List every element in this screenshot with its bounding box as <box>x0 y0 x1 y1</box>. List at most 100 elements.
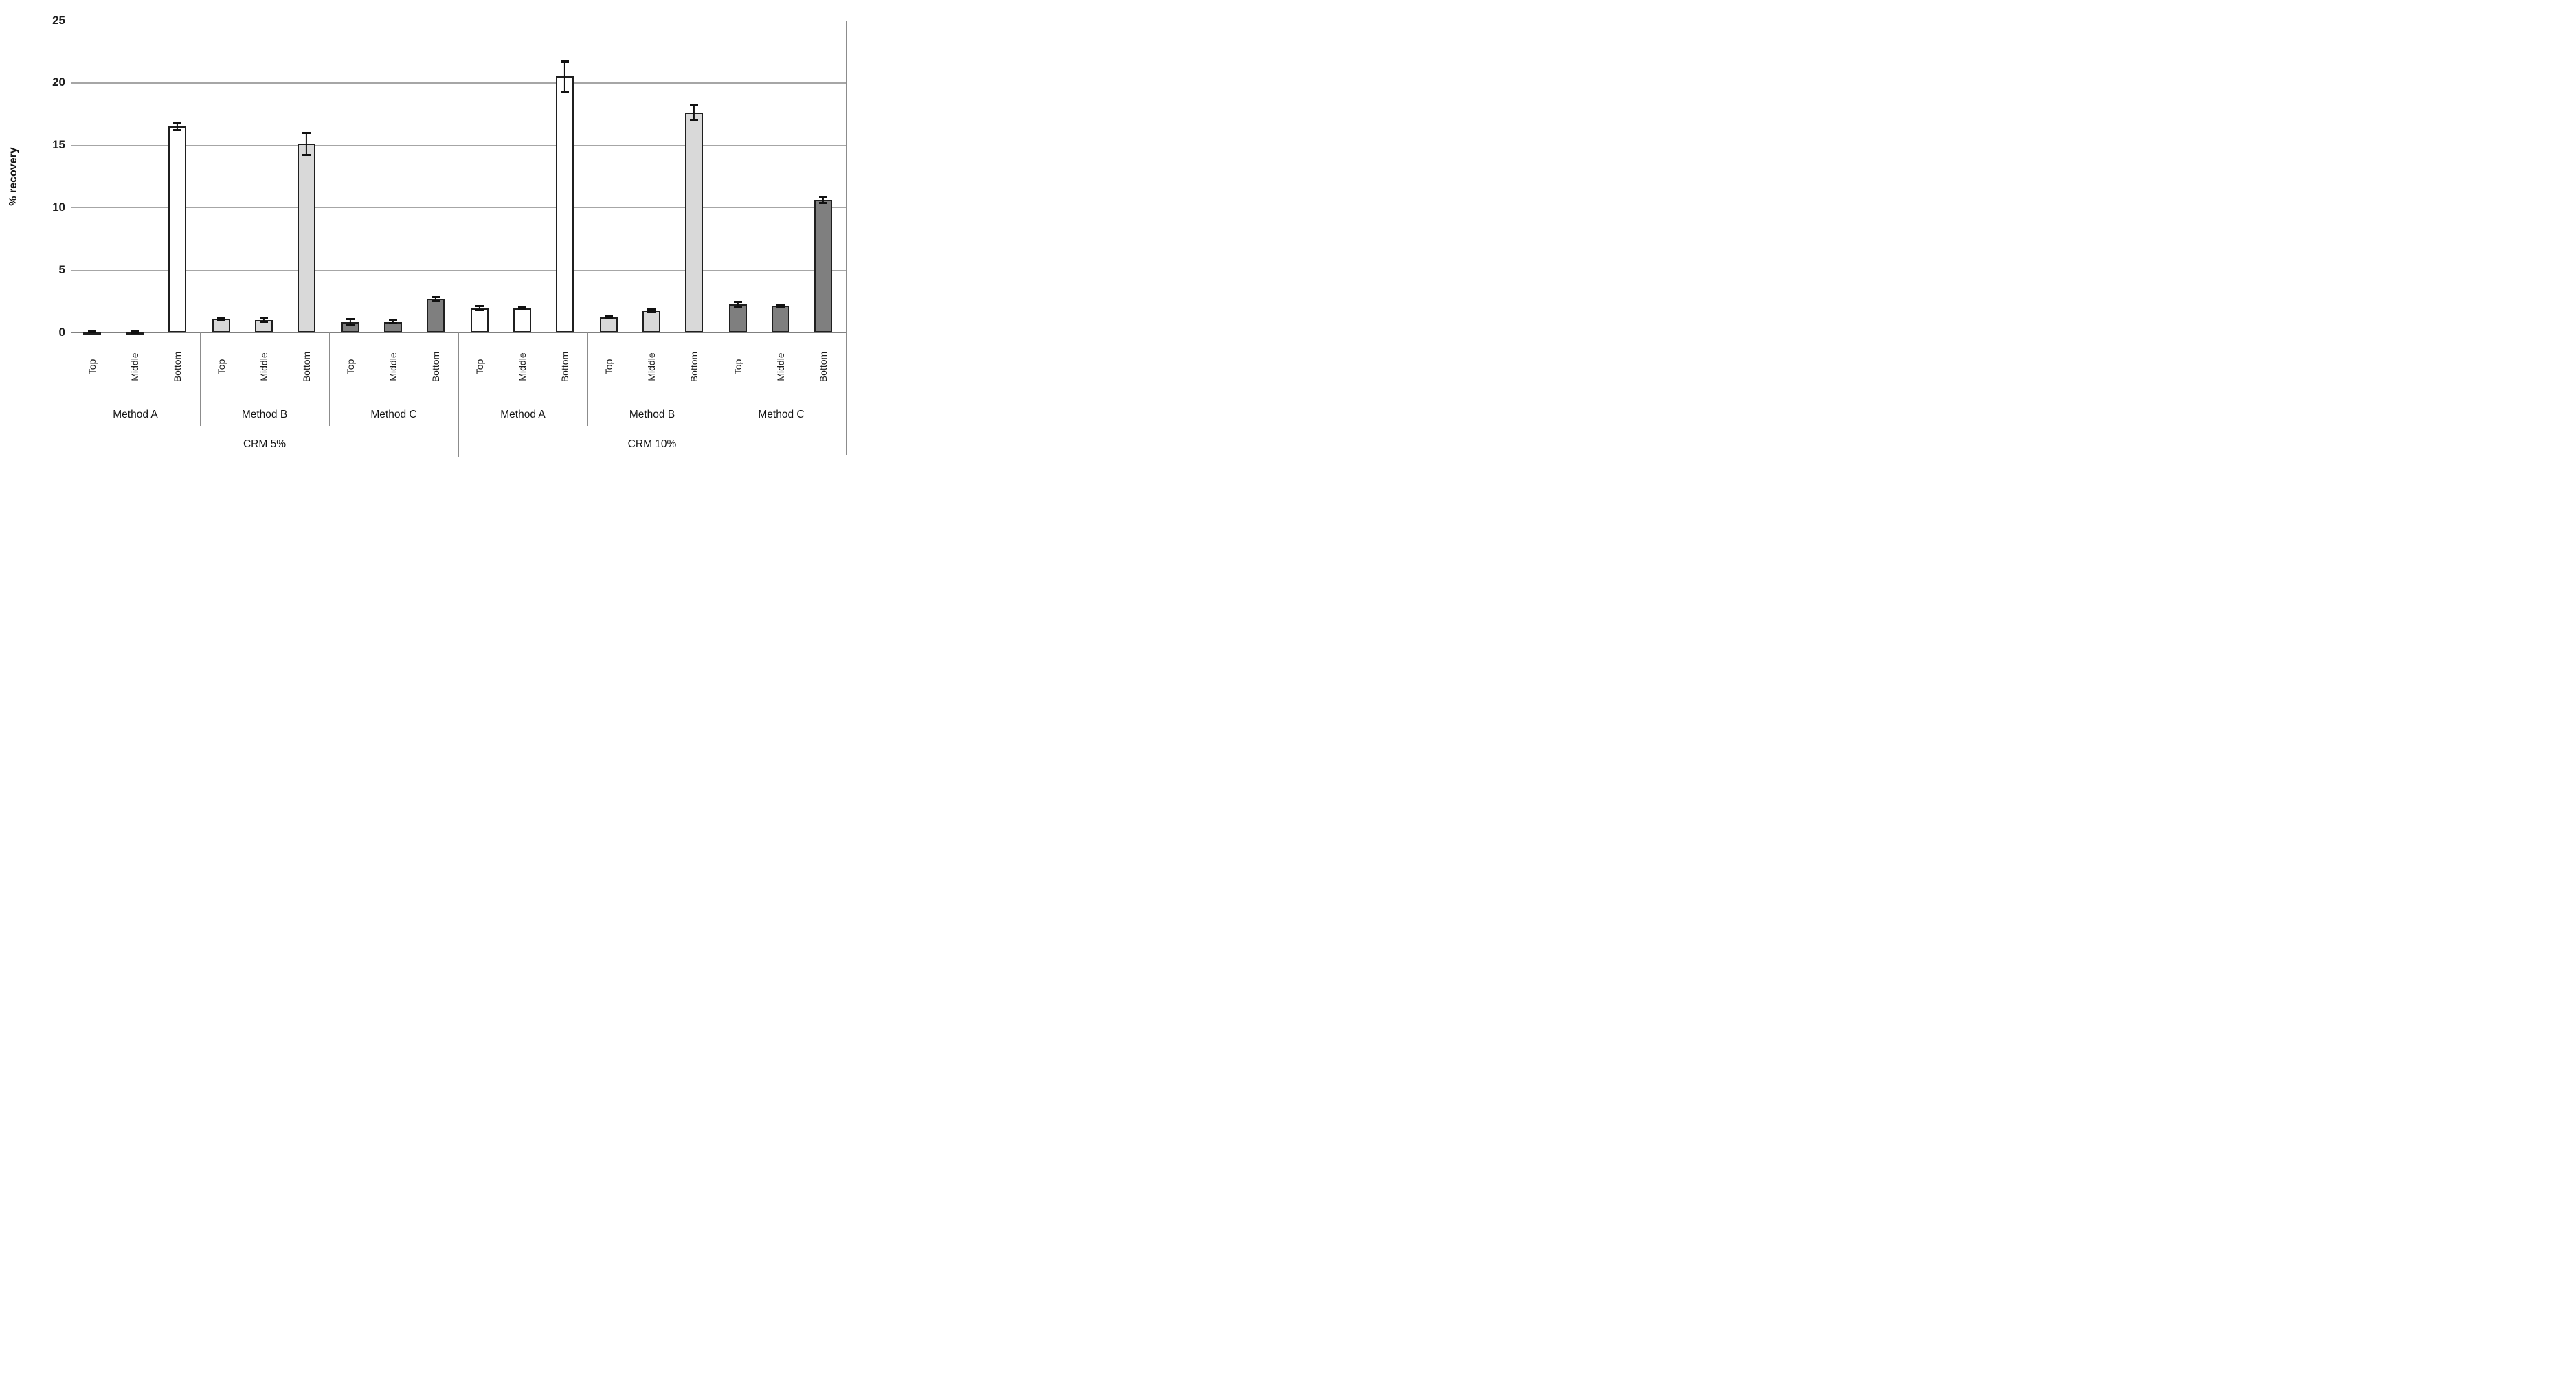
error-bar-whisker <box>392 320 394 324</box>
error-bar-cap <box>131 332 139 335</box>
error-bar-cap <box>605 315 614 318</box>
error-bar-cap <box>776 303 785 306</box>
y-axis-title: % recovery <box>8 147 19 206</box>
bar-10-A-middle <box>513 308 532 332</box>
error-bar-cap <box>475 308 484 311</box>
y-tick-label: 0 <box>58 326 65 339</box>
method-label: Method A <box>113 409 158 420</box>
plot-right-border <box>846 20 847 455</box>
y-gridline <box>71 270 846 271</box>
category-label-middle: Middle <box>388 352 399 381</box>
method-label: Method A <box>500 409 546 420</box>
error-bar-cap <box>302 131 311 134</box>
category-label-bottom: Bottom <box>172 351 183 383</box>
error-bar-cap <box>131 330 139 333</box>
error-bar <box>605 315 614 319</box>
error-bar <box>561 60 570 93</box>
error-bar-cap <box>647 308 656 311</box>
error-bar-cap <box>260 321 269 324</box>
error-bar-cap <box>88 331 97 334</box>
error-bar <box>302 131 311 157</box>
category-label-middle: Middle <box>517 352 528 381</box>
error-bar <box>389 319 398 324</box>
error-bar-whisker <box>220 317 223 320</box>
bar-10-A-bottom <box>555 76 574 332</box>
error-bar-cap <box>518 306 527 308</box>
method-separator <box>329 332 331 426</box>
bar-10-C-middle <box>771 305 790 332</box>
error-bar-cap <box>217 316 226 319</box>
error-bar-whisker <box>693 105 695 120</box>
error-bar <box>475 305 484 311</box>
error-bar-cap <box>734 306 743 308</box>
error-bar-whisker <box>779 304 782 307</box>
error-bar-cap <box>173 128 182 131</box>
error-bar <box>217 316 226 321</box>
error-bar-cap <box>217 319 226 321</box>
method-label: Method B <box>629 409 675 420</box>
category-label-bottom: Bottom <box>559 351 571 383</box>
error-bar-whisker <box>650 309 653 312</box>
category-label-middle: Middle <box>775 352 787 381</box>
bar-5-A-bottom <box>168 126 187 332</box>
error-bar-cap <box>389 319 398 322</box>
category-label-middle: Middle <box>129 352 141 381</box>
bar-10-B-bottom <box>684 113 704 332</box>
error-bar <box>518 306 527 311</box>
error-bar-whisker <box>564 61 566 92</box>
error-bar-cap <box>173 122 182 124</box>
error-bar <box>346 317 355 326</box>
error-bar <box>88 330 97 334</box>
error-bar-cap <box>734 300 743 303</box>
error-bar-whisker <box>435 297 437 301</box>
y-tick-label: 20 <box>52 76 65 89</box>
category-label-top: Top <box>216 359 227 375</box>
error-bar-cap <box>647 311 656 313</box>
crm-separator <box>458 332 460 457</box>
error-bar-cap <box>260 317 269 319</box>
error-bar-cap <box>432 299 440 302</box>
error-bar <box>690 104 699 122</box>
error-bar-whisker <box>349 319 352 326</box>
error-bar-cap <box>561 90 570 93</box>
method-separator <box>587 332 589 426</box>
y-gridline <box>71 82 846 84</box>
y-tick-label: 10 <box>52 201 65 214</box>
y-tick-label: 5 <box>58 263 65 277</box>
category-label-top: Top <box>345 359 357 375</box>
bar-5-B-bottom <box>297 144 316 332</box>
error-bar-cap <box>88 330 97 332</box>
error-bar <box>819 196 828 205</box>
bar-10-B-middle <box>642 311 661 332</box>
method-separator <box>200 332 201 426</box>
category-label-top: Top <box>603 359 615 375</box>
bar-10-C-top <box>728 304 748 332</box>
error-bar-whisker <box>478 306 481 311</box>
bar-5-C-bottom <box>426 298 445 332</box>
error-bar-whisker <box>737 302 739 307</box>
method-label: Method C <box>758 409 805 420</box>
error-bar <box>432 296 440 302</box>
y-gridline <box>71 207 846 209</box>
error-bar <box>260 317 269 324</box>
error-bar-cap <box>389 321 398 324</box>
error-bar-cap <box>302 154 311 157</box>
error-bar-whisker <box>177 122 179 131</box>
error-bar-cap <box>346 324 355 326</box>
error-bar-cap <box>776 306 785 308</box>
y-gridline <box>71 145 846 146</box>
error-bar <box>131 330 139 335</box>
error-bar-whisker <box>822 196 825 203</box>
error-bar-cap <box>346 317 355 320</box>
error-bar <box>173 122 182 131</box>
error-bar-cap <box>432 296 440 299</box>
error-bar-cap <box>518 308 527 311</box>
category-label-middle: Middle <box>646 352 658 381</box>
category-label-bottom: Bottom <box>301 351 313 383</box>
category-label-bottom: Bottom <box>688 351 700 383</box>
error-bar-cap <box>690 119 699 122</box>
error-bar-cap <box>561 60 570 63</box>
error-bar <box>776 303 785 308</box>
bar-10-B-top <box>599 317 618 332</box>
error-bar-cap <box>475 305 484 308</box>
